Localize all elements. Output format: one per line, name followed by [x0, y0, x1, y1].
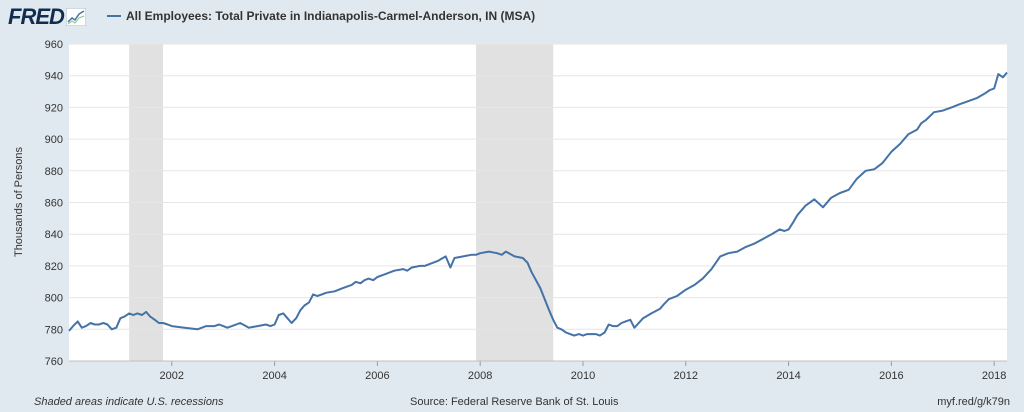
y-tick-label: 780 — [45, 324, 63, 336]
y-tick-label: 880 — [45, 166, 63, 178]
x-tick-label: 2012 — [674, 370, 698, 382]
x-tick-label: 2006 — [365, 370, 389, 382]
source-note: Source: Federal Reserve Bank of St. Loui… — [410, 396, 619, 408]
y-tick-label: 860 — [45, 198, 63, 210]
x-tick-label: 2010 — [571, 370, 595, 382]
y-tick-label: 960 — [45, 39, 63, 51]
x-tick-label: 2004 — [262, 370, 286, 382]
y-tick-label: 920 — [45, 102, 63, 114]
legend-series-label: All Employees: Total Private in Indianap… — [126, 9, 536, 23]
x-tick-label: 2014 — [776, 370, 800, 382]
y-axis-label: Thousands of Persons — [13, 146, 25, 257]
y-tick-label: 760 — [45, 356, 63, 368]
short-link[interactable]: myf.red/g/k79n — [937, 396, 1010, 408]
fred-logo-graph-icon — [65, 8, 86, 26]
chart-footer: Shaded areas indicate U.S. recessions So… — [0, 393, 1024, 412]
x-tick-label: 2018 — [982, 370, 1006, 382]
y-tick-label: 840 — [45, 229, 63, 241]
y-tick-label: 940 — [45, 71, 63, 83]
y-tick-label: 800 — [45, 293, 63, 305]
recession-note: Shaded areas indicate U.S. recessions — [34, 396, 224, 408]
y-axis-ticks: 760 780 800 820 840 860 880 900 920 940 960 — [45, 39, 63, 368]
fred-logo[interactable]: FRED — [8, 4, 86, 30]
x-axis-ticks: 2002 2004 2006 2008 2010 2012 2014 2016 2018 — [69, 360, 1007, 382]
series-line-0[interactable] — [68, 71, 1008, 337]
x-tick-label: 2016 — [879, 370, 903, 382]
series-lines — [68, 71, 1008, 337]
y-tick-label: 900 — [45, 134, 63, 146]
chart-legend[interactable]: All Employees: Total Private in Indianap… — [107, 9, 535, 23]
y-tick-label: 820 — [45, 261, 63, 273]
x-tick-label: 2002 — [160, 370, 184, 382]
x-tick-label: 2008 — [468, 370, 492, 382]
chart-header: FRED All Employees: Total Private in Ind… — [0, 0, 1024, 34]
legend-swatch — [107, 15, 121, 17]
fred-logo-text: FRED — [8, 4, 65, 29]
